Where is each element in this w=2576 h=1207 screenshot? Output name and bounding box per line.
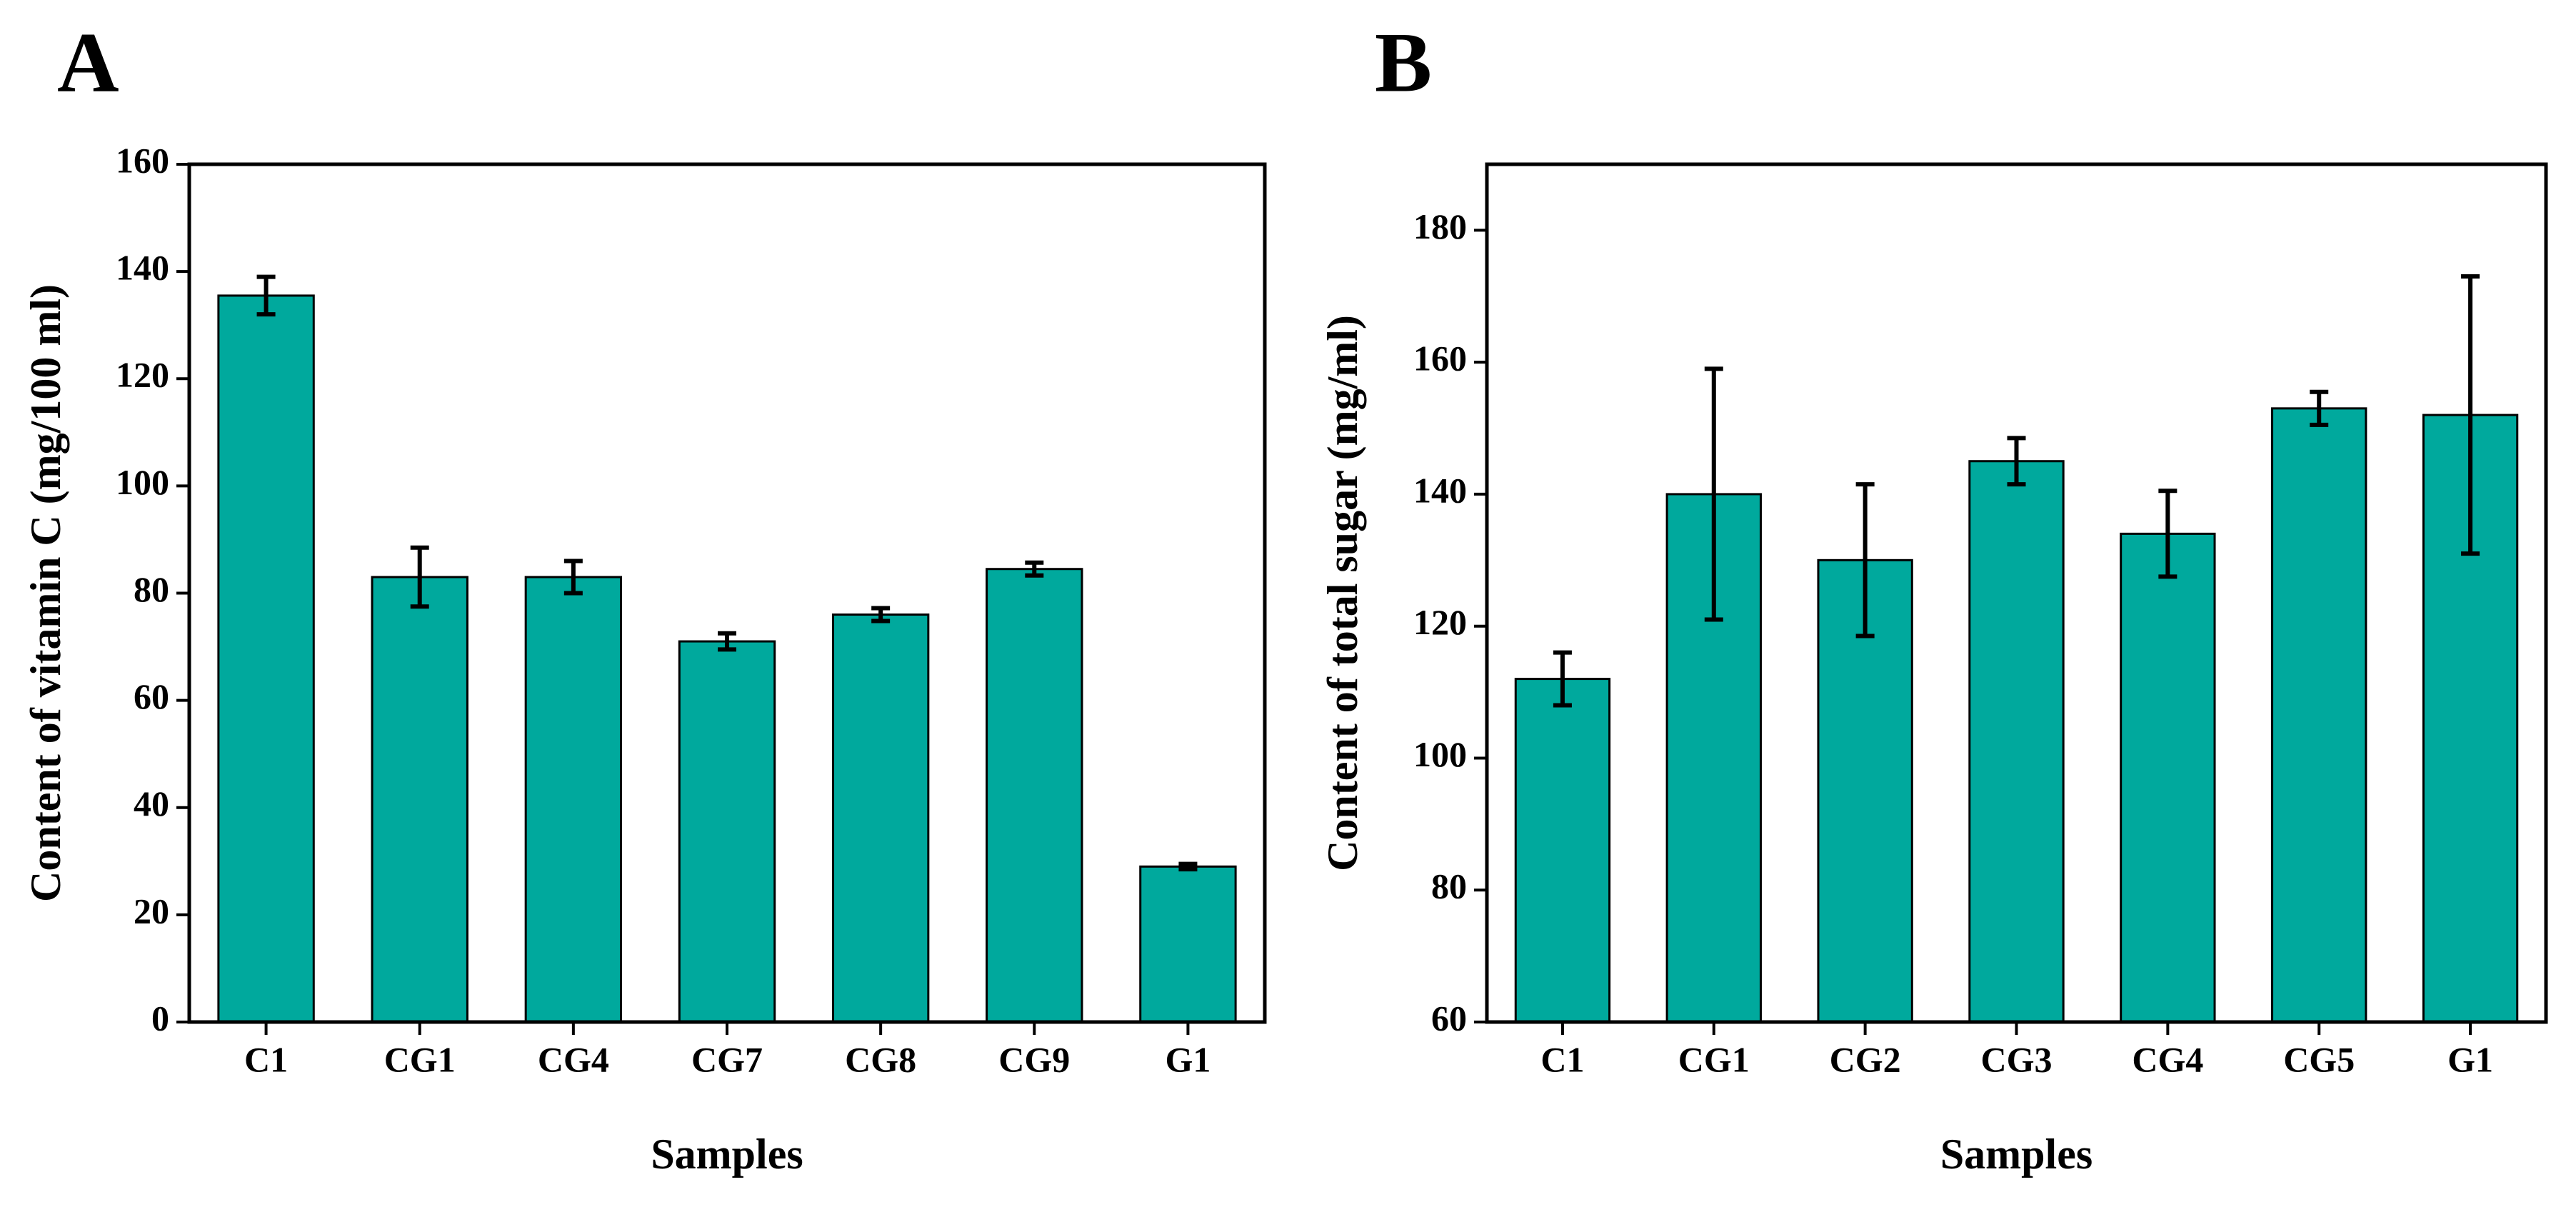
y-tick-label: 20 — [134, 891, 169, 931]
error-bar — [1025, 560, 1044, 578]
bar — [217, 294, 315, 1023]
error-bar — [256, 274, 276, 317]
error-bar — [1704, 366, 1723, 622]
x-axis-label: Samples — [1940, 1131, 2093, 1178]
x-tick-label: CG4 — [2132, 1039, 2203, 1079]
bar — [524, 576, 623, 1023]
error-bar — [871, 606, 891, 623]
x-tick-label: G1 — [1165, 1039, 1211, 1079]
x-tick-label: CG1 — [1678, 1039, 1750, 1079]
plot-frame — [1485, 162, 2548, 1024]
y-tick-label: 160 — [116, 140, 169, 180]
error-bar — [2158, 489, 2177, 579]
bar — [1968, 460, 2065, 1023]
x-tick-label: CG2 — [1830, 1039, 1901, 1079]
y-tick-label: 60 — [134, 676, 169, 716]
x-tick-label: C1 — [244, 1039, 288, 1079]
x-tick-label: CG9 — [998, 1039, 1070, 1079]
error-bar — [410, 545, 429, 609]
panel-label: B — [1375, 15, 1432, 110]
bar — [986, 568, 1083, 1023]
x-tick-label: G1 — [2447, 1039, 2493, 1079]
x-tick-label: CG1 — [384, 1039, 456, 1079]
error-bar — [2310, 389, 2329, 427]
y-tick-label: 100 — [1413, 734, 1467, 774]
bar — [371, 576, 468, 1023]
bar — [831, 613, 930, 1023]
y-tick-label: 160 — [1413, 339, 1467, 379]
error-bar — [718, 631, 736, 652]
y-tick-label: 60 — [1431, 998, 1467, 1038]
x-tick-label: CG3 — [1981, 1039, 2053, 1079]
plot-frame — [187, 162, 1267, 1024]
error-bar — [1178, 861, 1198, 872]
bar — [2120, 532, 2216, 1023]
error-bar — [2007, 436, 2026, 487]
error-bar — [2461, 274, 2480, 556]
y-tick-label: 140 — [1413, 470, 1467, 510]
panel-label: A — [57, 15, 119, 110]
x-tick-label: CG8 — [845, 1039, 916, 1079]
y-tick-label: 0 — [151, 998, 169, 1038]
y-tick-label: 80 — [1431, 866, 1467, 906]
bar — [1514, 678, 1611, 1023]
bar — [678, 640, 776, 1023]
x-axis-label: Samples — [651, 1131, 803, 1178]
y-tick-label: 120 — [116, 355, 169, 395]
y-tick-label: 80 — [134, 569, 169, 609]
x-tick-label: CG7 — [691, 1039, 763, 1079]
y-tick-label: 40 — [134, 783, 169, 823]
y-tick-label: 120 — [1413, 602, 1467, 642]
bar — [1139, 865, 1237, 1023]
y-tick-label: 100 — [116, 462, 169, 502]
x-tick-label: C1 — [1540, 1039, 1584, 1079]
y-axis-label: Content of vitamin C (mg/100 ml) — [22, 284, 69, 902]
y-tick-label: 140 — [116, 248, 169, 288]
error-bar — [563, 559, 583, 596]
bar — [2271, 407, 2367, 1023]
y-axis-label: Content of total sugar (mg/ml) — [1319, 315, 1366, 871]
error-bar — [1855, 482, 1875, 638]
error-bar — [1553, 650, 1572, 708]
x-tick-label: CG5 — [2283, 1039, 2355, 1079]
x-tick-label: CG4 — [538, 1039, 609, 1079]
y-tick-label: 180 — [1413, 206, 1467, 246]
